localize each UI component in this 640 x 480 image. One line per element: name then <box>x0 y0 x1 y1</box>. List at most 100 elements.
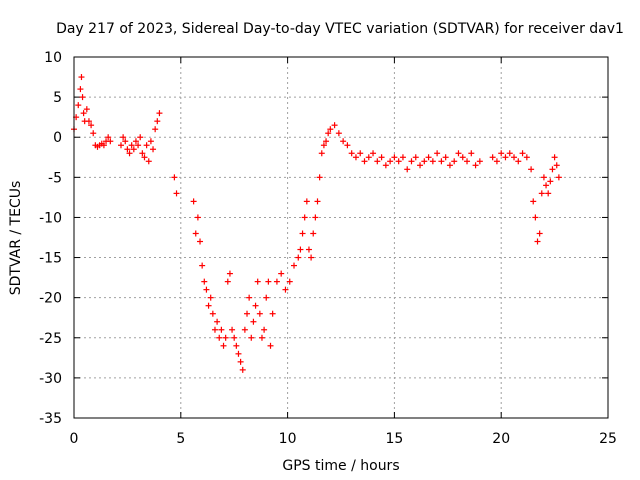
data-point <box>382 162 389 169</box>
data-point <box>303 198 310 205</box>
data-point <box>263 294 270 301</box>
data-point <box>83 106 90 113</box>
data-point <box>122 138 129 145</box>
x-tick-label: 0 <box>70 431 79 447</box>
data-point <box>459 154 466 161</box>
data-point <box>226 270 233 277</box>
data-point <box>150 146 157 153</box>
data-point <box>145 158 152 165</box>
data-point <box>269 310 276 317</box>
y-tick-label: -10 <box>39 210 62 226</box>
chart-title: Day 217 of 2023, Sidereal Day-to-day VTE… <box>56 21 624 37</box>
y-tick-labels: 10 5 0 -5 -10 -15 -20 -25 -30 -35 <box>39 50 62 427</box>
data-point <box>421 158 428 165</box>
data-point <box>551 154 558 161</box>
data-point <box>545 190 552 197</box>
data-point <box>267 342 274 349</box>
data-point <box>408 158 415 165</box>
data-point <box>299 230 306 237</box>
data-point <box>233 342 240 349</box>
data-point <box>395 158 402 165</box>
y-tick-label: -20 <box>39 291 62 307</box>
data-point <box>282 286 289 293</box>
data-point <box>391 154 398 161</box>
y-tick-label: -15 <box>39 251 62 267</box>
data-point <box>107 138 114 145</box>
data-point <box>320 142 327 149</box>
x-tick-label: 10 <box>279 431 297 447</box>
y-axis-label: SDTVAR / TECUs <box>8 181 24 296</box>
data-point <box>252 302 259 309</box>
data-point <box>335 130 342 137</box>
data-point <box>357 150 364 157</box>
data-point <box>468 150 475 157</box>
data-point <box>256 310 263 317</box>
data-point <box>538 190 545 197</box>
data-point <box>331 122 338 129</box>
data-point <box>205 302 212 309</box>
data-point <box>378 154 385 161</box>
data-point <box>498 150 505 157</box>
axis-ticks <box>73 56 609 419</box>
data-point <box>77 86 84 93</box>
data-point <box>100 142 107 149</box>
data-point <box>318 150 325 157</box>
data-point <box>511 154 518 161</box>
data-point <box>154 118 161 125</box>
data-point <box>173 190 180 197</box>
data-point <box>130 146 137 153</box>
data-point <box>237 358 244 365</box>
data-point <box>434 150 441 157</box>
data-point <box>80 110 87 117</box>
data-point <box>120 134 127 141</box>
data-point <box>365 154 372 161</box>
data-point <box>310 230 317 237</box>
data-point <box>85 118 92 125</box>
data-point <box>137 134 144 141</box>
data-point <box>132 138 139 145</box>
data-point <box>171 174 178 181</box>
data-point <box>124 146 131 153</box>
data-point <box>192 230 199 237</box>
data-point <box>361 158 368 165</box>
x-tick-label: 25 <box>599 431 617 447</box>
y-tick-label: 10 <box>44 50 62 66</box>
data-point <box>399 154 406 161</box>
data-point <box>305 246 312 253</box>
data-point <box>412 154 419 161</box>
data-point <box>374 158 381 165</box>
data-point <box>244 310 251 317</box>
data-point <box>211 326 218 333</box>
data-point <box>438 158 445 165</box>
data-point <box>327 126 334 133</box>
data-point <box>214 318 221 325</box>
data-point <box>519 150 526 157</box>
data-point <box>265 278 272 285</box>
data-point <box>139 150 146 157</box>
data-point <box>135 142 142 149</box>
data-point <box>370 150 377 157</box>
data-point <box>530 198 537 205</box>
data-point <box>128 142 135 149</box>
data-point <box>387 158 394 165</box>
data-point <box>209 310 216 317</box>
y-tick-label: 0 <box>53 130 62 146</box>
data-point <box>528 166 535 173</box>
data-point <box>117 142 124 149</box>
data-point <box>425 154 432 161</box>
x-axis-label: GPS time / hours <box>282 458 399 474</box>
data-point <box>126 150 133 157</box>
data-point <box>203 286 210 293</box>
y-tick-label: -5 <box>48 170 62 186</box>
data-point <box>278 270 285 277</box>
data-point <box>532 214 539 221</box>
data-point <box>404 166 411 173</box>
data-point <box>312 214 319 221</box>
data-point <box>239 366 246 373</box>
data-point <box>246 294 253 301</box>
data-points <box>71 74 562 373</box>
data-point <box>231 334 238 341</box>
data-point <box>286 278 293 285</box>
data-point <box>88 122 95 129</box>
data-point <box>543 182 550 189</box>
